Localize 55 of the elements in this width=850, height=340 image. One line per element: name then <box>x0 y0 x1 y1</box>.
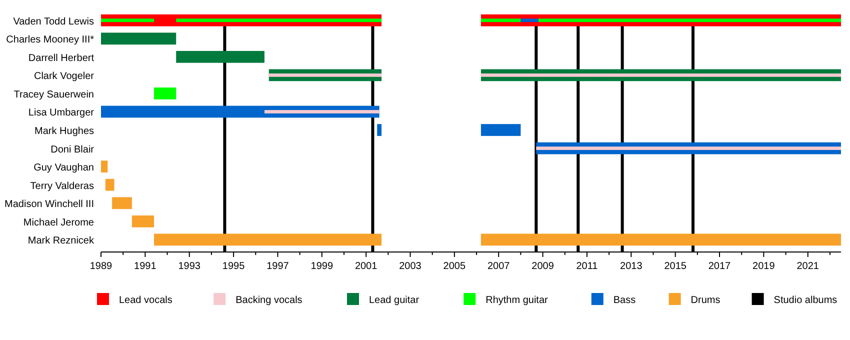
y-tick-label: Vaden Todd Lewis <box>13 16 94 28</box>
bar <box>268 73 382 77</box>
bar <box>480 73 841 77</box>
x-tick-label: 1997 <box>266 261 290 272</box>
bar <box>101 32 176 45</box>
legend-label: Lead vocals <box>119 295 172 306</box>
bar <box>536 146 841 150</box>
bar <box>480 234 841 246</box>
x-tick-label: 2005 <box>443 261 466 272</box>
x-tick-label: 2021 <box>796 261 820 272</box>
y-tick-label: Charles Mooney III* <box>6 34 94 46</box>
bar <box>377 124 382 136</box>
x-tick-label: 2017 <box>708 261 732 272</box>
y-tick-label: Madison Winchell III <box>4 199 94 210</box>
bar <box>480 18 521 22</box>
bar <box>112 197 132 210</box>
legend-label: Backing vocals <box>236 295 302 306</box>
x-tick-label: 2001 <box>354 261 378 272</box>
bar <box>264 110 380 114</box>
bar <box>480 124 521 136</box>
x-tick-label: 2015 <box>664 261 687 272</box>
y-tick-label: Clark Vogeler <box>34 71 95 82</box>
y-tick-label: Doni Blair <box>50 144 95 156</box>
x-tick-label: 1995 <box>222 261 246 272</box>
legend-label: Bass <box>613 295 636 306</box>
bar <box>176 50 264 63</box>
x-tick-label: 2011 <box>576 261 598 272</box>
legend-label: Rhythm guitar <box>486 295 549 306</box>
x-tick-label: 1989 <box>90 261 113 272</box>
x-tick-label: 2003 <box>399 261 422 272</box>
y-tick-label: Darrell Herbert <box>28 52 94 64</box>
bar <box>520 18 538 22</box>
y-tick-label: Tracey Sauerwein <box>14 89 94 100</box>
y-tick-label: Mark Reznicek <box>28 236 95 247</box>
x-tick-label: 1999 <box>310 261 334 272</box>
y-tick-label: Guy Vaughan <box>34 162 94 174</box>
x-tick-label: 2009 <box>532 261 554 272</box>
x-tick-label: 2019 <box>752 261 776 272</box>
x-tick-label: 2007 <box>487 261 510 272</box>
x-tick-label: 1993 <box>178 261 201 272</box>
bar <box>132 215 154 228</box>
legend-label: Studio albums <box>774 295 838 306</box>
bar <box>101 160 108 172</box>
bar <box>105 178 114 191</box>
bar <box>154 234 382 246</box>
bar <box>538 18 841 22</box>
bar <box>176 18 382 22</box>
x-tick-label: 2013 <box>620 261 643 272</box>
y-tick-label: Lisa Umbarger <box>28 108 95 119</box>
legend-label: Lead guitar <box>369 295 420 306</box>
x-tick-label: 1991 <box>134 261 157 272</box>
legend-label: Drums <box>690 295 720 306</box>
y-tick-label: Michael Jerome <box>23 217 94 228</box>
y-tick-label: Mark Hughes <box>34 126 94 137</box>
y-tick-label: Terry Valderas <box>30 180 94 192</box>
